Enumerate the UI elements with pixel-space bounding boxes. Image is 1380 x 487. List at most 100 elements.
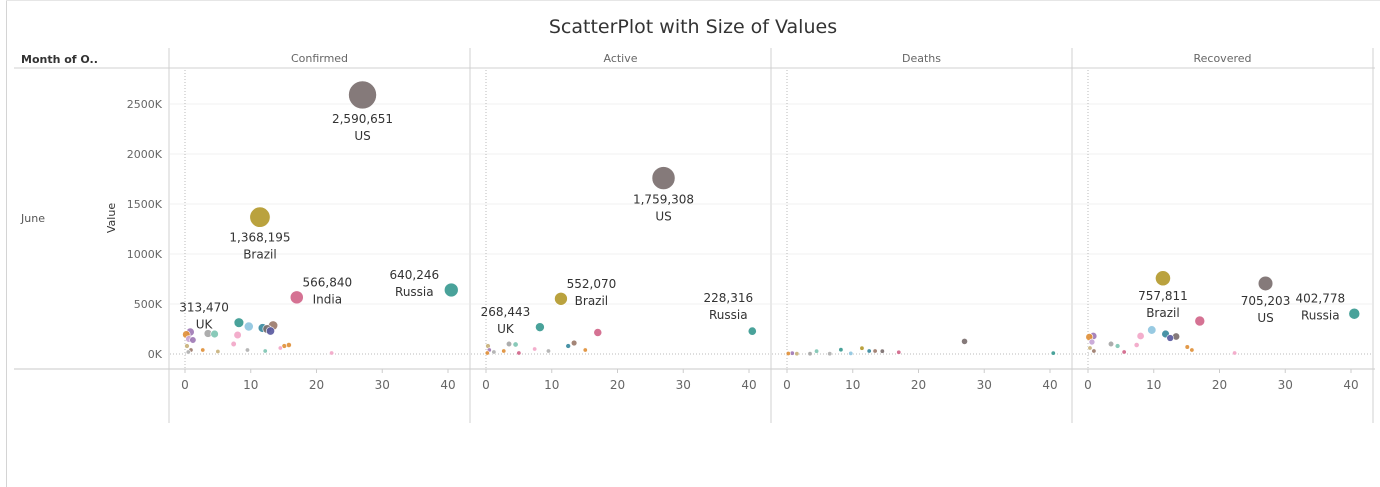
- row-label: June: [20, 212, 45, 225]
- y-axis-title: Value: [105, 203, 118, 233]
- data-point[interactable]: [1091, 348, 1097, 354]
- data-point[interactable]: [249, 206, 271, 228]
- data-point[interactable]: [1088, 338, 1096, 346]
- data-point[interactable]: [491, 349, 497, 355]
- data-point[interactable]: [215, 348, 221, 354]
- data-point-label: Russia: [709, 308, 748, 322]
- x-tick-label: 10: [1146, 378, 1161, 392]
- data-point[interactable]: [535, 322, 545, 332]
- data-point[interactable]: [838, 347, 844, 353]
- data-point-label: US: [354, 129, 370, 143]
- y-tick-label: 1500K: [127, 198, 163, 211]
- x-tick-label: 0: [1084, 378, 1092, 392]
- x-tick-label: 10: [243, 378, 258, 392]
- data-point[interactable]: [593, 328, 603, 337]
- data-point[interactable]: [329, 350, 335, 356]
- x-tick-label: 20: [911, 378, 926, 392]
- data-point[interactable]: [961, 338, 968, 345]
- data-point[interactable]: [1189, 347, 1195, 353]
- data-point[interactable]: [1155, 270, 1171, 287]
- panel-header-recovered[interactable]: Recovered: [1193, 52, 1251, 65]
- data-value-label: 1,368,195: [229, 230, 290, 244]
- data-point[interactable]: [266, 326, 275, 336]
- data-point[interactable]: [1184, 344, 1190, 350]
- data-point[interactable]: [807, 351, 813, 357]
- data-point[interactable]: [814, 348, 820, 354]
- data-point[interactable]: [348, 80, 377, 110]
- x-tick-label: 20: [610, 378, 625, 392]
- data-point[interactable]: [872, 348, 878, 354]
- data-value-label: 268,443: [481, 305, 531, 319]
- data-point[interactable]: [230, 340, 237, 348]
- data-point[interactable]: [1107, 340, 1115, 348]
- data-point[interactable]: [444, 282, 459, 298]
- data-point[interactable]: [1050, 350, 1056, 356]
- data-point-label: Brazil: [575, 294, 609, 308]
- data-point[interactable]: [289, 290, 304, 305]
- data-point[interactable]: [565, 343, 571, 349]
- data-point[interactable]: [262, 348, 268, 354]
- data-point[interactable]: [848, 350, 854, 356]
- row-header-label[interactable]: Month of O..: [21, 53, 98, 66]
- data-point[interactable]: [233, 317, 245, 328]
- data-point[interactable]: [484, 350, 490, 356]
- x-tick-label: 0: [181, 378, 189, 392]
- y-tick-label: 1000K: [127, 248, 163, 261]
- data-point[interactable]: [545, 348, 551, 354]
- panel-header-confirmed[interactable]: Confirmed: [291, 52, 348, 65]
- panel-header-active[interactable]: Active: [603, 52, 637, 65]
- data-point[interactable]: [747, 326, 757, 336]
- data-point[interactable]: [785, 350, 791, 356]
- data-point-label: Russia: [1301, 309, 1340, 323]
- data-point[interactable]: [570, 339, 578, 347]
- data-point[interactable]: [516, 350, 522, 356]
- data-point-label: US: [655, 210, 671, 224]
- data-point[interactable]: [233, 330, 242, 340]
- data-value-label: 705,203: [1241, 294, 1291, 308]
- data-point[interactable]: [185, 349, 191, 355]
- data-point[interactable]: [210, 329, 219, 339]
- data-point[interactable]: [1257, 275, 1274, 292]
- data-point[interactable]: [501, 348, 507, 354]
- data-point[interactable]: [859, 345, 865, 351]
- data-point[interactable]: [1136, 332, 1145, 340]
- data-point[interactable]: [1348, 307, 1361, 320]
- y-tick-label: 0K: [148, 348, 163, 361]
- panel-header-deaths[interactable]: Deaths: [902, 52, 941, 65]
- x-tick-label: 40: [1343, 378, 1358, 392]
- data-point[interactable]: [285, 342, 292, 348]
- data-point[interactable]: [277, 345, 283, 351]
- data-point[interactable]: [189, 336, 197, 344]
- data-point[interactable]: [896, 349, 902, 355]
- data-point[interactable]: [582, 347, 588, 353]
- data-point[interactable]: [1114, 343, 1121, 349]
- data-point[interactable]: [505, 340, 513, 348]
- data-point[interactable]: [244, 347, 250, 353]
- data-point[interactable]: [1133, 342, 1140, 348]
- data-value-label: 640,246: [390, 268, 440, 282]
- data-point[interactable]: [554, 292, 568, 306]
- data-point[interactable]: [827, 351, 833, 357]
- y-tick-label: 2000K: [127, 148, 163, 161]
- data-point-label: Brazil: [1146, 306, 1180, 320]
- data-point[interactable]: [1166, 334, 1174, 342]
- data-point[interactable]: [879, 348, 885, 354]
- data-point[interactable]: [184, 343, 190, 349]
- data-point[interactable]: [651, 166, 676, 190]
- y-tick-label: 2500K: [127, 98, 163, 111]
- data-point[interactable]: [1087, 345, 1093, 351]
- data-point[interactable]: [1121, 349, 1127, 355]
- data-point[interactable]: [200, 347, 206, 353]
- data-point-label: India: [313, 292, 342, 306]
- data-point[interactable]: [532, 346, 538, 352]
- data-point[interactable]: [243, 321, 254, 332]
- data-point[interactable]: [512, 341, 519, 348]
- data-point[interactable]: [866, 348, 872, 354]
- data-value-label: 566,840: [303, 275, 353, 289]
- data-point-label: US: [1257, 311, 1273, 325]
- data-point[interactable]: [1232, 350, 1238, 356]
- data-point[interactable]: [1147, 325, 1157, 335]
- data-point[interactable]: [1194, 315, 1206, 327]
- data-point[interactable]: [794, 351, 800, 357]
